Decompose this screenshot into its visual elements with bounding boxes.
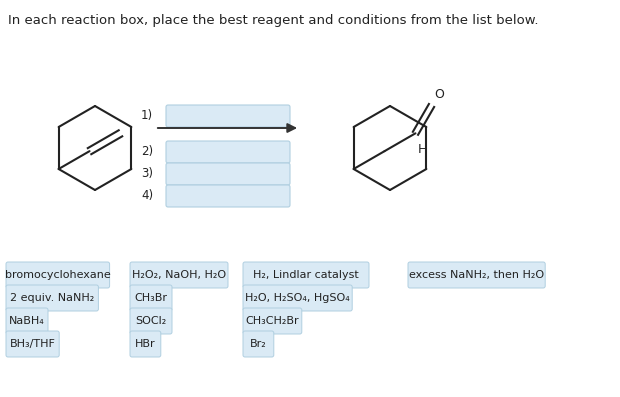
FancyBboxPatch shape: [6, 285, 99, 311]
Text: excess NaNH₂, then H₂O: excess NaNH₂, then H₂O: [409, 270, 544, 280]
Text: In each reaction box, place the best reagent and conditions from the list below.: In each reaction box, place the best rea…: [8, 14, 539, 27]
Text: H₂O₂, NaOH, H₂O: H₂O₂, NaOH, H₂O: [132, 270, 226, 280]
FancyBboxPatch shape: [166, 185, 290, 207]
Text: H: H: [417, 143, 427, 156]
Text: H₂O, H₂SO₄, HgSO₄: H₂O, H₂SO₄, HgSO₄: [246, 293, 350, 303]
Text: 3): 3): [141, 168, 153, 181]
FancyBboxPatch shape: [243, 308, 302, 334]
FancyBboxPatch shape: [6, 262, 110, 288]
Text: SOCl₂: SOCl₂: [135, 316, 167, 326]
FancyBboxPatch shape: [6, 308, 48, 334]
Text: Br₂: Br₂: [250, 339, 267, 349]
FancyBboxPatch shape: [130, 285, 172, 311]
FancyBboxPatch shape: [130, 308, 172, 334]
Text: CH₃Br: CH₃Br: [135, 293, 167, 303]
FancyBboxPatch shape: [166, 141, 290, 163]
FancyBboxPatch shape: [166, 105, 290, 127]
FancyBboxPatch shape: [6, 331, 59, 357]
FancyBboxPatch shape: [243, 331, 274, 357]
Text: bromocyclohexane: bromocyclohexane: [5, 270, 111, 280]
Text: HBr: HBr: [135, 339, 156, 349]
FancyBboxPatch shape: [166, 163, 290, 185]
Text: NaBH₄: NaBH₄: [9, 316, 45, 326]
Text: CH₃CH₂Br: CH₃CH₂Br: [246, 316, 299, 326]
FancyBboxPatch shape: [243, 285, 352, 311]
Text: 2): 2): [141, 145, 153, 158]
FancyBboxPatch shape: [130, 331, 161, 357]
Text: BH₃/THF: BH₃/THF: [10, 339, 56, 349]
Text: H₂, Lindlar catalyst: H₂, Lindlar catalyst: [253, 270, 359, 280]
Text: O: O: [435, 89, 445, 102]
FancyBboxPatch shape: [408, 262, 545, 288]
Text: 1): 1): [141, 110, 153, 123]
Text: 2 equiv. NaNH₂: 2 equiv. NaNH₂: [10, 293, 94, 303]
FancyBboxPatch shape: [243, 262, 369, 288]
FancyBboxPatch shape: [130, 262, 228, 288]
Text: 4): 4): [141, 189, 153, 202]
